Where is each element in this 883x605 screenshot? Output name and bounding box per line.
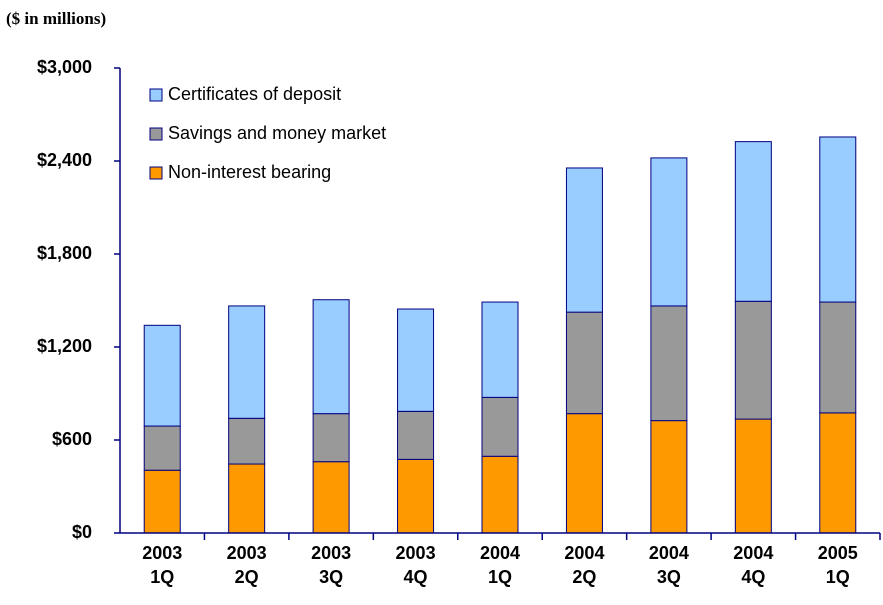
bar-segment <box>650 420 688 534</box>
bar-segment <box>143 324 181 427</box>
x-tick-label: 2004 <box>480 543 520 563</box>
x-tick-label: 3Q <box>319 567 343 587</box>
y-tick-label: $1,200 <box>37 336 92 356</box>
bar-segment <box>143 469 181 534</box>
bar-segment <box>565 167 603 313</box>
bar-segment <box>481 455 519 534</box>
y-tick-label: $2,400 <box>37 150 92 170</box>
x-tick-label: 2003 <box>311 543 351 563</box>
bar-segment <box>312 299 350 415</box>
legend-label: Non-interest bearing <box>168 162 331 182</box>
bar-segment <box>312 413 350 463</box>
bar-segment <box>228 463 266 534</box>
x-tick-label: 3Q <box>657 567 681 587</box>
x-tick-label: 2005 <box>818 543 858 563</box>
bar-segment <box>143 425 181 471</box>
bar-segment <box>397 410 435 460</box>
bar-segment <box>734 300 772 420</box>
bar-segment <box>481 396 519 457</box>
bar-segment <box>397 458 435 534</box>
bar-segment <box>565 413 603 534</box>
bar-segment <box>819 412 857 534</box>
bar-segment <box>819 301 857 414</box>
bar-segment <box>734 418 772 534</box>
bar-segment <box>481 301 519 398</box>
x-tick-label: 2004 <box>564 543 604 563</box>
x-tick-label: 2Q <box>572 567 596 587</box>
chart-subtitle: ($ in millions) <box>6 9 106 28</box>
y-tick-label: $600 <box>52 429 92 449</box>
legend-swatch <box>149 166 163 180</box>
bar-segment <box>565 311 603 415</box>
x-tick-label: 2Q <box>235 567 259 587</box>
bar-segment <box>312 461 350 534</box>
x-tick-label: 1Q <box>488 567 512 587</box>
bar-segment <box>397 308 435 412</box>
bar-segment <box>228 417 266 465</box>
x-tick-label: 2003 <box>227 543 267 563</box>
legend-swatch <box>149 127 163 141</box>
y-tick-label: $0 <box>72 522 92 542</box>
bar-segment <box>819 136 857 303</box>
bar-segment <box>734 141 772 302</box>
x-tick-label: 4Q <box>404 567 428 587</box>
x-tick-label: 4Q <box>741 567 765 587</box>
y-tick-label: $1,800 <box>37 243 92 263</box>
x-tick-label: 1Q <box>150 567 174 587</box>
bar-segment <box>650 157 688 307</box>
legend-label: Certificates of deposit <box>168 84 341 104</box>
legend-label: Savings and money market <box>168 123 386 143</box>
x-tick-label: 2003 <box>396 543 436 563</box>
x-tick-label: 2004 <box>733 543 773 563</box>
bar-segment <box>650 305 688 422</box>
legend-swatch <box>149 88 163 102</box>
bar-segment <box>228 305 266 419</box>
y-tick-label: $3,000 <box>37 57 92 77</box>
x-tick-label: 1Q <box>826 567 850 587</box>
x-tick-label: 2003 <box>142 543 182 563</box>
x-tick-label: 2004 <box>649 543 689 563</box>
